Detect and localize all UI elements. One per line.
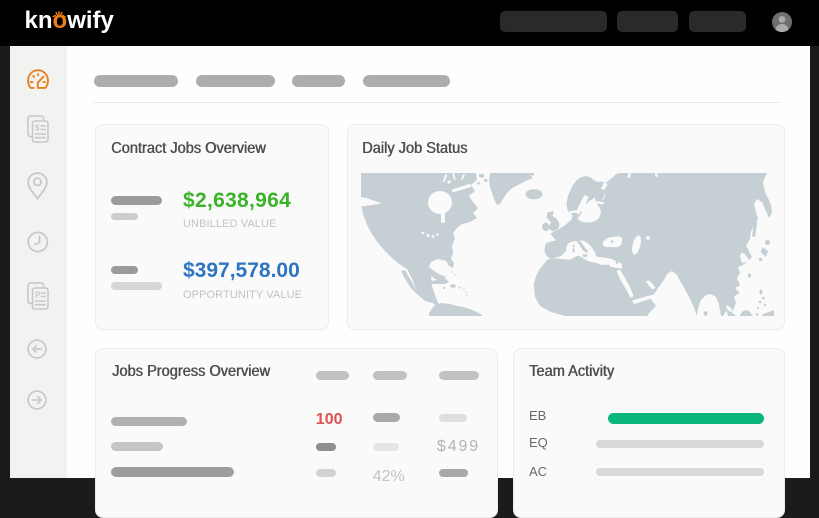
svg-text:$: $ bbox=[35, 124, 40, 133]
svg-text:P: P bbox=[35, 290, 41, 300]
